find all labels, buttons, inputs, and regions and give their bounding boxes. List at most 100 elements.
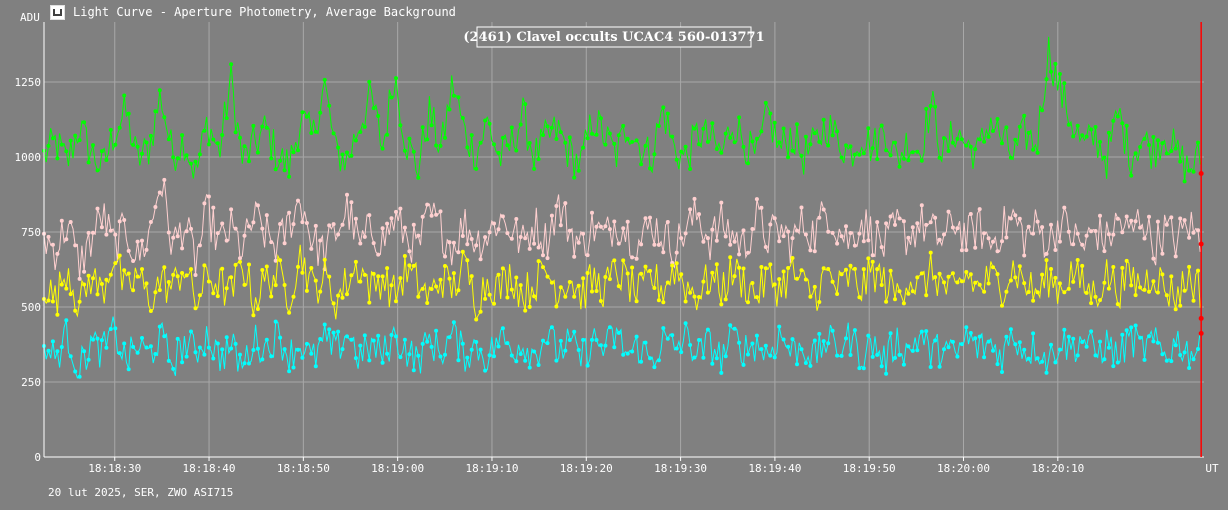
data-point <box>126 367 131 372</box>
data-point <box>269 240 274 245</box>
data-point <box>460 234 465 238</box>
data-point <box>563 140 568 145</box>
data-point <box>1151 256 1156 261</box>
data-point <box>135 144 140 149</box>
data-point <box>750 281 755 285</box>
data-point <box>1062 327 1067 332</box>
data-point <box>639 162 644 167</box>
data-point <box>683 231 688 236</box>
data-point <box>202 263 207 268</box>
data-point <box>906 235 911 240</box>
data-point <box>1147 289 1151 294</box>
data-point <box>55 312 60 317</box>
x-tick-label: 18:20:10 <box>1031 462 1084 475</box>
data-point <box>723 234 728 239</box>
data-point <box>362 234 367 239</box>
data-point <box>661 105 666 110</box>
data-point <box>759 205 764 210</box>
data-point <box>674 346 679 351</box>
data-point <box>665 336 670 341</box>
data-point <box>1173 343 1178 348</box>
data-point <box>451 271 456 276</box>
data-point <box>492 301 496 306</box>
data-point <box>888 331 893 336</box>
data-point <box>148 344 153 349</box>
data-point <box>924 329 929 334</box>
data-point <box>1133 323 1138 328</box>
data-point <box>50 136 55 141</box>
data-point <box>634 256 639 261</box>
data-point <box>1155 340 1160 345</box>
data-point <box>835 241 840 246</box>
data-point <box>233 341 238 346</box>
data-point <box>1057 239 1062 244</box>
data-point <box>1182 288 1187 293</box>
data-point <box>545 341 550 346</box>
data-point <box>950 339 955 344</box>
data-point <box>64 149 69 154</box>
data-point <box>612 219 617 224</box>
data-point <box>897 216 902 221</box>
data-point <box>643 264 648 269</box>
data-point <box>1138 335 1143 340</box>
data-point <box>549 125 554 130</box>
data-point <box>1124 123 1129 128</box>
data-point <box>496 272 501 277</box>
data-point <box>148 220 153 224</box>
data-point <box>781 234 786 239</box>
data-point <box>131 259 136 263</box>
data-point <box>206 279 211 284</box>
data-point <box>1084 290 1089 295</box>
data-point <box>1040 272 1045 277</box>
data-point <box>171 155 176 160</box>
data-point <box>1187 235 1192 240</box>
data-point <box>500 266 505 271</box>
data-point <box>674 250 679 255</box>
data-point <box>937 364 942 369</box>
data-point <box>180 360 185 365</box>
data-point <box>1026 356 1031 361</box>
data-point <box>438 209 443 214</box>
data-point <box>585 363 590 368</box>
data-point <box>955 226 960 231</box>
data-point <box>438 143 443 148</box>
data-point <box>345 292 349 297</box>
data-point <box>1008 155 1013 160</box>
data-point <box>558 285 563 290</box>
data-point <box>759 265 764 269</box>
data-point <box>113 326 118 331</box>
data-point <box>411 149 416 154</box>
data-point <box>1151 279 1156 284</box>
data-point <box>492 354 496 359</box>
data-point <box>349 273 354 278</box>
data-point <box>282 283 287 287</box>
data-point <box>581 145 586 150</box>
data-point <box>879 123 884 128</box>
data-point <box>1124 258 1129 263</box>
data-point <box>643 340 648 345</box>
data-point <box>144 345 149 350</box>
series-line <box>43 244 1201 322</box>
data-point <box>505 341 510 346</box>
data-point <box>126 111 131 116</box>
data-point <box>763 266 768 271</box>
data-point <box>710 270 715 275</box>
data-point <box>220 133 225 137</box>
data-point <box>643 216 648 221</box>
data-point <box>1008 216 1013 221</box>
data-point <box>759 347 764 352</box>
data-point <box>768 353 773 358</box>
data-point <box>59 282 64 287</box>
data-point <box>625 351 630 356</box>
data-point <box>786 155 791 160</box>
data-point <box>563 294 568 299</box>
data-point <box>389 333 394 337</box>
data-point <box>977 137 982 142</box>
data-point <box>242 144 247 149</box>
data-point <box>674 261 679 266</box>
data-point <box>509 287 514 292</box>
data-point <box>1008 327 1013 332</box>
data-point <box>630 265 635 270</box>
data-point <box>661 326 666 331</box>
data-point <box>1178 303 1183 308</box>
